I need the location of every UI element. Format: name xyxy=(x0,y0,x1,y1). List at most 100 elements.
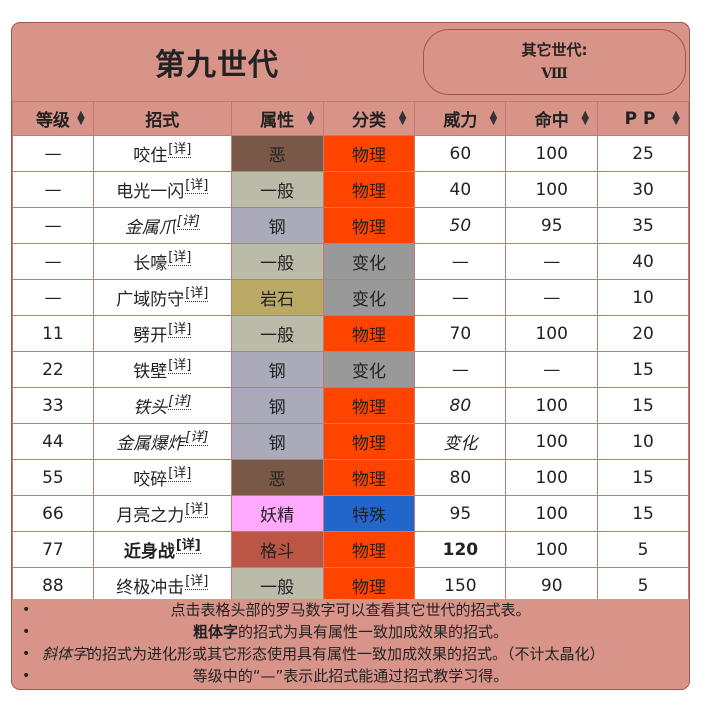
other-generations-label: 其它世代: xyxy=(521,41,588,59)
accuracy-cell: 100 xyxy=(505,459,599,496)
level-cell: 88 xyxy=(12,567,94,604)
type-cell[interactable]: 钢 xyxy=(230,387,324,424)
level-cell: 44 xyxy=(12,423,94,460)
type-cell[interactable]: 钢 xyxy=(230,351,324,388)
move-name-link[interactable]: 月亮之力 xyxy=(116,506,185,526)
accuracy-cell: 100 xyxy=(505,135,599,172)
power-cell: 120 xyxy=(414,531,507,568)
table-row: — 电光一闪[详] 一般 物理 40 100 30 xyxy=(12,171,689,208)
detail-link[interactable]: [详] xyxy=(168,142,192,158)
level-cell: 66 xyxy=(12,495,94,532)
detail-link[interactable]: [详] xyxy=(168,250,192,266)
column-header-level[interactable]: 等级 ▲ ▼ xyxy=(12,101,94,136)
power-cell: 40 xyxy=(414,171,507,208)
column-header-power[interactable]: 威力 ▲ ▼ xyxy=(414,101,507,136)
category-cell[interactable]: 物理 xyxy=(322,459,416,496)
detail-link[interactable]: [详] xyxy=(176,214,200,230)
sort-icon: ▲ ▼ xyxy=(489,109,498,127)
move-name-link[interactable]: 金属爆炸 xyxy=(116,434,185,454)
move-name-link[interactable]: 电光一闪 xyxy=(116,182,185,202)
column-header-type[interactable]: 属性 ▲ ▼ xyxy=(230,101,324,136)
category-cell[interactable]: 物理 xyxy=(322,567,416,604)
move-name-link[interactable]: 劈开 xyxy=(133,326,168,346)
column-header-pp[interactable]: PP ▲ ▼ xyxy=(597,101,689,136)
pp-cell: 15 xyxy=(597,459,689,496)
level-cell: — xyxy=(12,207,94,244)
category-cell[interactable]: 物理 xyxy=(322,387,416,424)
level-cell: 11 xyxy=(12,315,94,352)
column-header-category[interactable]: 分类 ▲ ▼ xyxy=(322,101,416,136)
pp-cell: 5 xyxy=(597,567,689,604)
accuracy-cell: 100 xyxy=(505,531,599,568)
move-cell: 铁壁[详] xyxy=(92,351,232,388)
column-header-accuracy[interactable]: 命中 ▲ ▼ xyxy=(505,101,599,136)
move-cell: 终极冲击[详] xyxy=(92,567,232,604)
type-cell[interactable]: 钢 xyxy=(230,423,324,460)
detail-link[interactable]: [详] xyxy=(168,322,192,338)
level-cell: 55 xyxy=(12,459,94,496)
move-name-link[interactable]: 铁壁 xyxy=(133,362,168,382)
move-name-link[interactable]: 近身战 xyxy=(123,542,175,562)
move-name-link[interactable]: 广域防守 xyxy=(116,290,185,310)
move-cell: 电光一闪[详] xyxy=(92,171,232,208)
type-cell[interactable]: 岩石 xyxy=(230,279,324,316)
category-cell[interactable]: 物理 xyxy=(322,315,416,352)
power-cell: 变化 xyxy=(414,423,507,460)
table-row: — 广域防守[详] 岩石 变化 — —10 xyxy=(12,279,689,316)
type-cell[interactable]: 一般 xyxy=(230,315,324,352)
move-name-link[interactable]: 铁头 xyxy=(133,398,168,418)
type-cell[interactable]: 钢 xyxy=(230,207,324,244)
type-cell[interactable]: 一般 xyxy=(230,243,324,280)
type-cell[interactable]: 恶 xyxy=(230,135,324,172)
move-cell: 金属爪[详] xyxy=(92,207,232,244)
accuracy-cell: — xyxy=(505,279,599,316)
move-name-link[interactable]: 咬住 xyxy=(133,146,168,166)
category-cell[interactable]: 变化 xyxy=(322,243,416,280)
move-name-link[interactable]: 长嚎 xyxy=(133,254,168,274)
detail-link[interactable]: [详] xyxy=(168,358,192,374)
detail-link[interactable]: [详] xyxy=(175,538,201,554)
category-cell[interactable]: 特殊 xyxy=(322,495,416,532)
accuracy-cell: — xyxy=(505,243,599,280)
move-name-link[interactable]: 金属爪 xyxy=(124,218,176,238)
accuracy-cell: 100 xyxy=(505,315,599,352)
category-cell[interactable]: 物理 xyxy=(322,171,416,208)
sort-icon: ▲ ▼ xyxy=(581,109,590,127)
generation-8-link[interactable]: Ⅷ xyxy=(541,66,568,82)
category-cell[interactable]: 物理 xyxy=(322,135,416,172)
detail-link[interactable]: [详] xyxy=(185,430,209,446)
note-item: • 点击表格头部的罗马数字可以查看其它世代的招式表。 xyxy=(22,601,531,619)
type-cell[interactable]: 一般 xyxy=(230,171,324,208)
move-cell: 长嚎[详] xyxy=(92,243,232,280)
type-cell[interactable]: 格斗 xyxy=(230,531,324,568)
category-cell[interactable]: 物理 xyxy=(322,423,416,460)
moves-table: 等级 ▲ ▼ 招式 属性 ▲ ▼ 分类 ▲ ▼ 威力 ▲ ▼ 命中 ▲ ▼ PP ▲ ▼ — 咬住[详] 恶… xyxy=(12,101,689,604)
type-cell[interactable]: 一般 xyxy=(230,567,324,604)
detail-link[interactable]: [详] xyxy=(185,574,209,590)
category-cell[interactable]: 变化 xyxy=(322,279,416,316)
column-header-move: 招式 xyxy=(92,101,232,136)
detail-link[interactable]: [详] xyxy=(168,394,192,410)
category-cell[interactable]: 物理 xyxy=(322,531,416,568)
type-cell[interactable]: 妖精 xyxy=(230,495,324,532)
type-cell[interactable]: 恶 xyxy=(230,459,324,496)
detail-link[interactable]: [详] xyxy=(168,466,192,482)
move-name-link[interactable]: 终极冲击 xyxy=(116,578,185,598)
table-row: 11 劈开[详] 一般 物理 70 100 20 xyxy=(12,315,689,352)
power-cell: — xyxy=(414,279,507,316)
category-cell[interactable]: 变化 xyxy=(322,351,416,388)
category-cell[interactable]: 物理 xyxy=(322,207,416,244)
pp-cell: 30 xyxy=(597,171,689,208)
detail-link[interactable]: [详] xyxy=(185,286,209,302)
detail-link[interactable]: [详] xyxy=(185,502,209,518)
pp-cell: 40 xyxy=(597,243,689,280)
notes-section: • 点击表格头部的罗马数字可以查看其它世代的招式表。 • 粗体字的招式为具有属性一致… xyxy=(12,599,689,689)
table-row: — 长嚎[详] 一般 变化 — —40 xyxy=(12,243,689,280)
move-cell: 金属爆炸[详] xyxy=(92,423,232,460)
level-cell: 33 xyxy=(12,387,94,424)
detail-link[interactable]: [详] xyxy=(185,178,209,194)
power-cell: 150 xyxy=(414,567,507,604)
pp-cell: 20 xyxy=(597,315,689,352)
move-name-link[interactable]: 咬碎 xyxy=(133,470,168,490)
power-cell: 70 xyxy=(414,315,507,352)
